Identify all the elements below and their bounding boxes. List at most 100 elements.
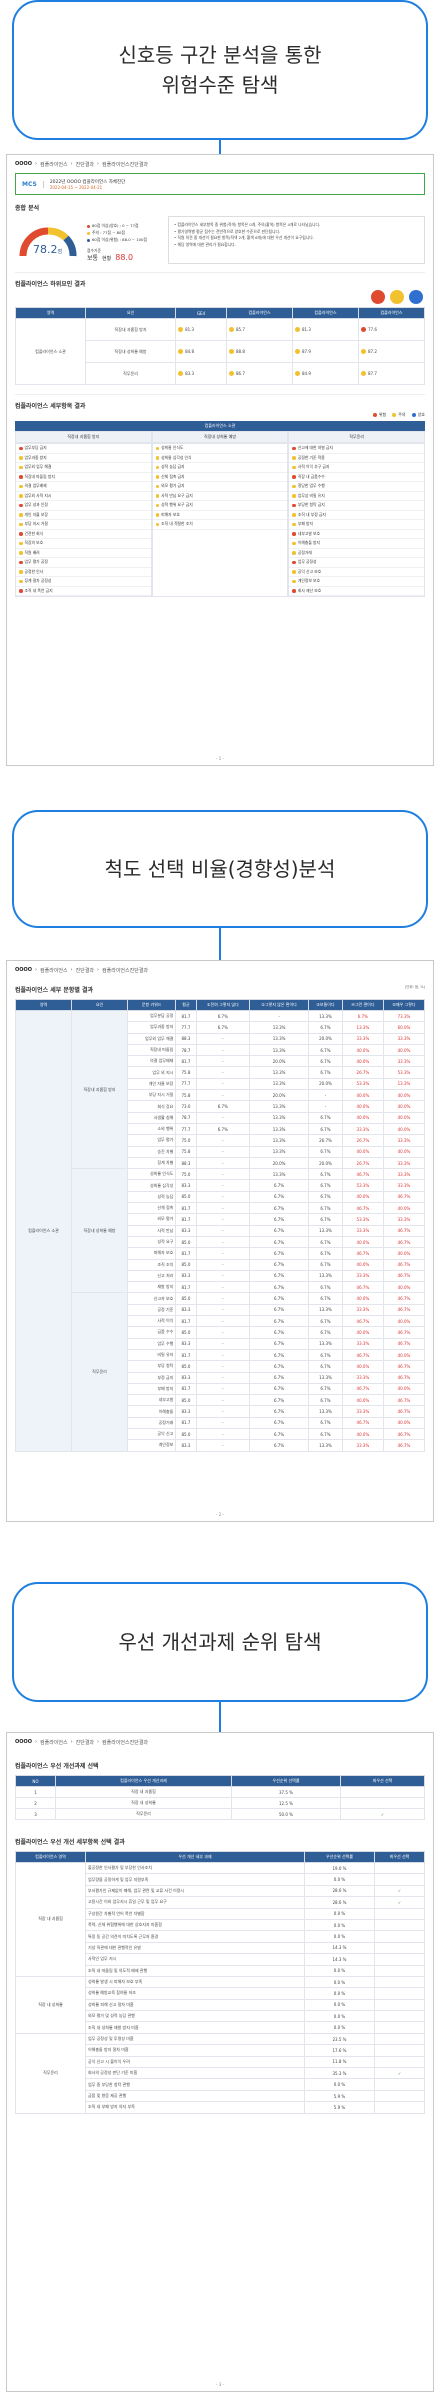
note-item: 해당 영역에 대한 관리가 필요합니다. xyxy=(177,241,236,247)
detail-item: 성희롱 심각성 인식 xyxy=(152,454,288,463)
table-row: 공정 기준 83.3-6.7% 13.3% 33.3% 46.7% xyxy=(16,1303,426,1317)
breadcrumb-item[interactable]: 컴플라이언스진단결과 xyxy=(102,1740,149,1746)
status-dot-icon xyxy=(19,446,23,450)
detail-item: 업무상 비밀 유지 xyxy=(289,492,425,501)
breadcrumb-item[interactable]: 컴플라이언스 xyxy=(40,162,68,168)
table-row: 부정 금지 83.3-6.7% 13.3% 33.3% 46.7% xyxy=(16,1371,426,1384)
level-label: 보통 xyxy=(87,255,99,262)
result-heading: 컴플라이언스 하위요인 결과 xyxy=(15,281,86,288)
col-header: 컴플라이언스 xyxy=(357,307,426,319)
breadcrumb-item[interactable]: 진단결과 xyxy=(75,1740,95,1746)
priority-detail-table: 컴플라이언스 영역 우선 개선 세부 과제 우선순위 선택률 최우선 선택 직장 내 괴… xyxy=(15,1851,425,2114)
table-row: 2 직장 내 성희롱 12.5 % xyxy=(15,1797,425,1809)
legend-item: 주의 : 77점 ~ 80점 xyxy=(92,230,125,235)
table-row: 공정거래 81.7-6.7% 6.7% 46.7% 40.0% xyxy=(16,1416,426,1429)
breadcrumb-item[interactable]: OOOO xyxy=(15,1739,33,1745)
check-icon xyxy=(374,2032,425,2046)
detail-item: 조직 내 적절한 조치 xyxy=(152,520,288,530)
breadcrumb-item[interactable]: 컴플라이언스 xyxy=(40,1740,68,1746)
status-dot-icon xyxy=(155,446,160,450)
status-dot-icon xyxy=(292,541,296,545)
table-row: 업무 평가 75.0-13.3% 26.7% 26.7% 33.3% xyxy=(16,1134,426,1147)
breadcrumb-item[interactable]: 진단결과 xyxy=(75,162,95,168)
breadcrumb: OOOO › 컴플라이언스 › 진단결과 › 컴플라이언스진단결과 xyxy=(15,967,149,974)
status-dot-icon xyxy=(155,513,160,517)
col-header: 최우선 선택 xyxy=(340,1775,425,1787)
section-title-2: 척도 선택 비율(경향성)분석 xyxy=(12,810,428,928)
col-header: 영역 xyxy=(15,999,72,1011)
status-dot-icon xyxy=(292,513,296,517)
detail-item: 성희롱 인식도 xyxy=(152,444,288,454)
check-icon xyxy=(374,1964,425,1977)
status-dot-icon xyxy=(292,560,296,564)
status-dot-icon xyxy=(19,560,23,564)
section-title-line1: 우선 개선과제 순위 탐색 xyxy=(118,1630,322,1654)
check-icon xyxy=(374,1918,425,1932)
subject-period: 2022-04-15 ~ 2022-04-21 xyxy=(49,184,103,190)
breadcrumb-item[interactable]: 컴플라이언스진단결과 xyxy=(102,968,149,974)
col-header: 컴플라이언스 영역 xyxy=(15,1851,86,1863)
subject-title: 2022년 OOOO 컴플라이언스 자체진단 xyxy=(49,179,126,185)
check-icon xyxy=(374,1975,425,1989)
check-icon: ✓ xyxy=(374,2067,425,2080)
table-row: 이해충돌 방지 절차 미흡 17.6 % xyxy=(16,2044,425,2057)
detail-item: 내부고발 보호 xyxy=(289,530,425,539)
status-dot-icon xyxy=(292,494,296,498)
table-row: 내부고발 85.0-6.7% 6.7% 40.0% 46.7% xyxy=(16,1394,426,1407)
status-dot-icon xyxy=(19,456,23,460)
table-row: 직장 내 괴롭힘 불공정한 인사평가 및 부당한 인사조치 19.0 % xyxy=(15,1861,425,1977)
breadcrumb-item[interactable]: 컴플라이언스진단결과 xyxy=(102,162,149,168)
detail-column: 신고에 대한 처벌 금지 공정한 기준 적용 사적 이익 추구 금지 직장 내 금품수… xyxy=(288,443,426,597)
detail-item: 회사 재산 보호 xyxy=(289,587,425,596)
table-row: 외모 평가 및 성적 농담 관행 0.0 % xyxy=(16,2010,425,2023)
status-dot-icon xyxy=(292,579,296,583)
status-dot-icon xyxy=(292,503,296,507)
detail-item: 직장의 보호 xyxy=(16,539,151,549)
col-header: ⑤매우 그렇다 xyxy=(382,999,426,1011)
col-header: 평균 xyxy=(175,999,197,1011)
gauge-chart xyxy=(19,227,77,257)
breadcrumb-item[interactable]: OOOO xyxy=(15,161,33,167)
col-header: 우선 개선 세부 과제 xyxy=(85,1851,305,1863)
status-dot-icon xyxy=(19,503,23,507)
check-icon xyxy=(374,1953,425,1966)
table-row: 성적 요구 85.0-6.7% 6.7% 40.0% 46.7% xyxy=(16,1235,426,1249)
breadcrumb-item[interactable]: 컴플라이언스 xyxy=(40,968,68,974)
table-row: 신고 처리 83.3-6.7% 13.3% 33.3% 46.7% xyxy=(16,1269,426,1283)
col-header: 컴플라이언스 우선 개선과제 xyxy=(55,1775,232,1787)
col-header: 요인 xyxy=(71,999,128,1011)
table-row: 피해자 보호 81.7-6.7% 6.7% 46.7% 40.0% xyxy=(16,1247,426,1260)
table-row: 컴플라이언스 소관 직장내 괴롭힘 방지 업무분담 공정 81.7 6.7% -13.3%… xyxy=(15,1009,426,1452)
section-title-line1: 신호등 구간 분석을 통한 xyxy=(118,43,322,67)
check-icon: ✓ xyxy=(374,1884,425,1898)
area-cell: 컴플라이언스 소관 xyxy=(15,318,86,385)
breadcrumb-item[interactable]: OOOO xyxy=(15,967,33,973)
badge-blue-icon xyxy=(409,290,423,304)
table-row: 직무윤리 업무 공정성 및 투명성 미흡 23.5 % xyxy=(15,2032,425,2114)
table-row: 직장 내 성희롱 성희롱 발생 시 피해자 보호 부족 0.0 % xyxy=(15,1975,425,2034)
detail-item: 업무과중 방지 xyxy=(16,454,151,463)
section-title-1: 신호등 구간 분석을 통한 위험수준 탐색 xyxy=(12,0,428,140)
table-row: 개인 자율 보장 77.7-13.3% 20.0% 53.3% 13.3% xyxy=(16,1077,426,1091)
detail-item: 공정거래 xyxy=(289,549,425,558)
breadcrumb-item[interactable]: 진단결과 xyxy=(75,968,95,974)
col-header: ③보통이다 xyxy=(308,999,343,1011)
table-row: 직장내 성희롱 예방 성희롱 인식도 75.0-13.3% 6.7% 46.7% 33.3… xyxy=(16,1168,426,1294)
table-row: 구성원간 차별적 언어 폭언 차별함 0.0 % xyxy=(16,1907,425,1920)
page-number: - 3 - xyxy=(216,2382,224,2387)
status-dot-icon xyxy=(19,465,23,469)
table-row: 외모 평가 81.7-6.7% 6.7% 53.3% 33.3% xyxy=(16,1213,426,1226)
legend-item: 60점 이상(위험) : 88.0 ~ 100점 xyxy=(92,237,147,242)
detail-item: 직장 내 금품수수 xyxy=(289,473,425,482)
detail-item: 성적 농담 금지 xyxy=(152,463,288,473)
note-item: 평가영역별 평균 점수는 전반적으로 양호한 수준으로 판단됩니다. xyxy=(177,228,281,234)
detail-item: 부당한 청탁 금지 xyxy=(289,501,425,511)
report-page-2: OOOO › 컴플라이언스 › 진단결과 › 컴플라이언스진단결과 컴플라이언스 세부… xyxy=(6,960,434,1522)
check-icon xyxy=(374,1987,425,2000)
gauge: 78.2점 xyxy=(15,216,81,264)
breadcrumb: OOOO › 컴플라이언스 › 진단결과 › 컴플라이언스진단결과 xyxy=(15,161,149,168)
table-row: 사적 만남 83.3-6.7% 13.3% 33.3% 46.7% xyxy=(16,1224,426,1237)
check-icon: ✓ xyxy=(340,1808,425,1820)
detail-item: 이해충돌 방지 xyxy=(289,539,425,549)
table-row: 기성 직관에 대한 관행적인 유발 14.3 % xyxy=(16,1941,425,1955)
